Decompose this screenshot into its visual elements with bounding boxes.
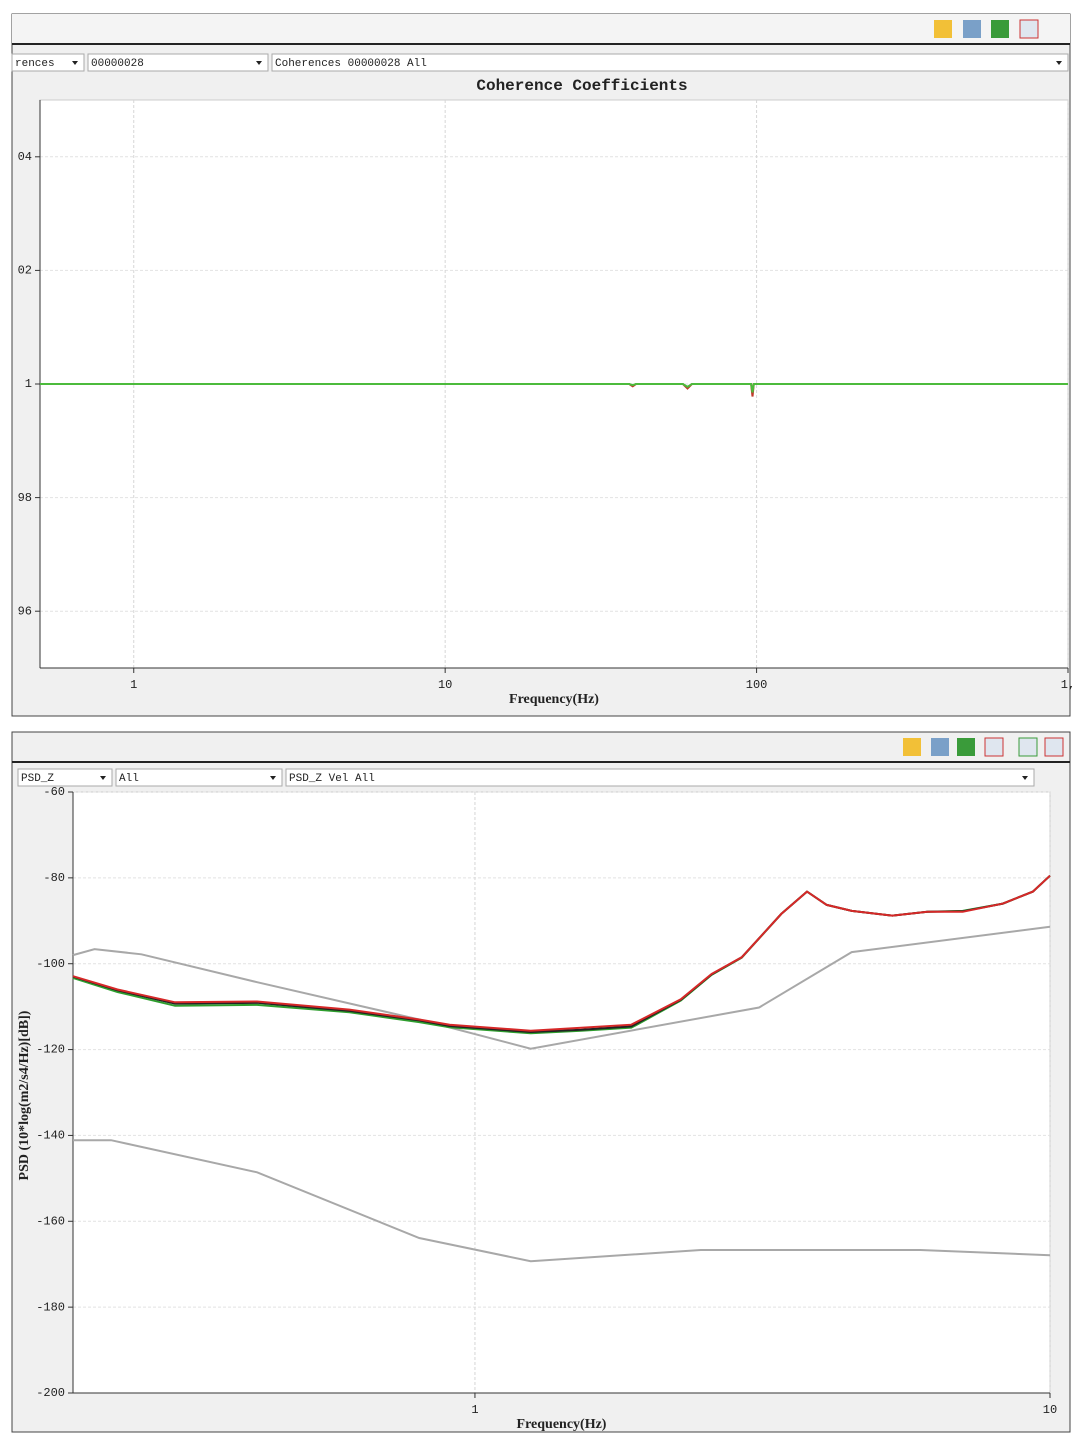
x-tick-label: 1, bbox=[1061, 678, 1075, 692]
series-line bbox=[73, 1139, 1051, 1263]
y-tick-label: -100 bbox=[36, 957, 65, 971]
save-icon[interactable] bbox=[931, 738, 949, 756]
dropdown-arrow bbox=[270, 776, 276, 780]
dropdown-text: 00000028 bbox=[91, 58, 144, 70]
dropdown-arrow bbox=[72, 61, 78, 65]
x-tick-label: 100 bbox=[746, 678, 768, 692]
save-icon[interactable] bbox=[963, 20, 981, 38]
open-icon[interactable] bbox=[934, 20, 952, 38]
y-tick-label: 1 bbox=[25, 377, 32, 391]
toolbar-icons bbox=[903, 737, 1064, 757]
dropdown[interactable] bbox=[87, 53, 269, 72]
dropdown-arrow bbox=[100, 776, 106, 780]
series-line bbox=[72, 874, 1051, 1032]
dropdown[interactable] bbox=[285, 768, 1035, 787]
dropdown[interactable] bbox=[115, 768, 283, 787]
plot-area bbox=[72, 791, 1051, 1394]
remove-icon[interactable] bbox=[1044, 737, 1064, 757]
dropdown[interactable] bbox=[17, 768, 113, 787]
x-tick-label: 1 bbox=[130, 678, 137, 692]
add-icon[interactable] bbox=[1018, 737, 1038, 757]
x-axis-label: Frequency(Hz) bbox=[509, 692, 599, 707]
y-tick-label: 04 bbox=[18, 150, 32, 164]
x-tick-label: 1 bbox=[471, 1403, 478, 1417]
x-tick-label: 10 bbox=[1043, 1403, 1057, 1417]
dropdown[interactable] bbox=[11, 53, 85, 72]
dropdown-text: PSD_Z bbox=[21, 773, 54, 785]
dropdown-text: rences bbox=[15, 58, 55, 70]
y-tick-label: -200 bbox=[36, 1386, 65, 1400]
dropdown-text: All bbox=[119, 773, 139, 785]
y-tick-label: 02 bbox=[18, 264, 32, 278]
dropdown-text: PSD_Z Vel All bbox=[289, 773, 375, 785]
y-tick-label: -140 bbox=[36, 1129, 65, 1143]
x-axis-label: Frequency(Hz) bbox=[517, 1417, 607, 1432]
toolbar-icons bbox=[934, 19, 1039, 39]
dropdown-text: Coherences 00000028 All bbox=[275, 58, 427, 70]
dropdown-arrow bbox=[256, 61, 262, 65]
toolbar bbox=[12, 14, 1070, 44]
csv-icon[interactable] bbox=[957, 738, 975, 756]
dropdown-arrow bbox=[1056, 61, 1062, 65]
clear-icon[interactable] bbox=[984, 737, 1004, 757]
dropdown[interactable] bbox=[271, 53, 1069, 72]
y-tick-label: 98 bbox=[18, 491, 32, 505]
y-tick-label: -60 bbox=[43, 785, 65, 799]
x-tick-label: 10 bbox=[438, 678, 452, 692]
clear-icon[interactable] bbox=[1019, 19, 1039, 39]
series-line bbox=[40, 383, 1068, 393]
y-tick-label: -180 bbox=[36, 1300, 65, 1314]
open-icon[interactable] bbox=[903, 738, 921, 756]
y-tick-label: -120 bbox=[36, 1043, 65, 1057]
y-tick-label: -80 bbox=[43, 871, 65, 885]
chart-title: Coherence Coefficients bbox=[476, 77, 687, 95]
dropdown-arrow bbox=[1022, 776, 1028, 780]
y-tick-label: 96 bbox=[18, 604, 32, 618]
csv-icon[interactable] bbox=[991, 20, 1009, 38]
y-axis-label: PSD (10*log(m2/s4/Hz)[dB]) bbox=[17, 1010, 32, 1180]
y-tick-label: -160 bbox=[36, 1214, 65, 1228]
